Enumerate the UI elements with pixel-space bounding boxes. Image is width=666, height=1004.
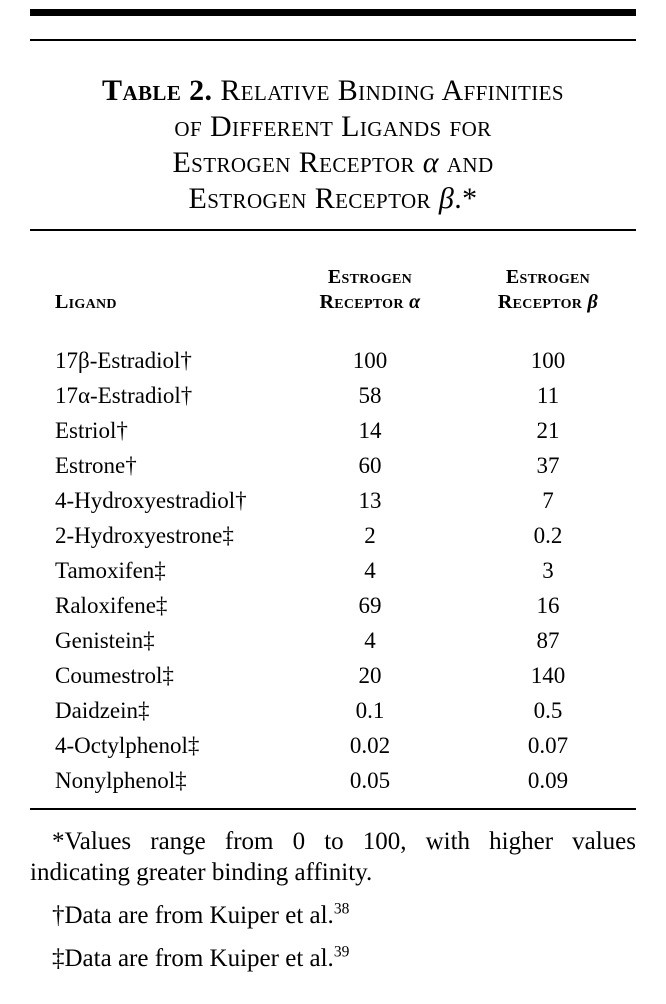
er-alpha-column-header: Estrogen Receptor α	[280, 265, 460, 315]
alpha-cell: 13	[358, 487, 382, 513]
alpha-symbol: α	[422, 146, 439, 179]
ligand-column-header: Ligand	[55, 291, 117, 313]
table-row: Daidzein‡ 0.1 0.5	[30, 693, 636, 728]
reference-39: 39	[333, 943, 350, 961]
reference-38: 38	[333, 900, 350, 918]
table-number: Table 2.	[102, 74, 213, 107]
title-text-3b: and	[446, 146, 494, 179]
beta-cell: 140	[530, 662, 566, 688]
beta-cell: 21	[536, 417, 560, 443]
footnote-double-dagger-text: ‡Data are from Kuiper et al.	[52, 945, 334, 972]
title-line-3: Estrogen Receptor α and	[30, 145, 636, 181]
er-alpha-header-word: Receptor	[319, 291, 404, 313]
table-row: 2-Hydroxyestrone‡ 2 0.2	[30, 518, 636, 553]
footnotes: *Values range from 0 to 100, with higher…	[30, 826, 636, 974]
er-alpha-header-line2: Receptor α	[280, 290, 460, 315]
table-row: 4-Hydroxyestradiol† 13 7	[30, 483, 636, 518]
footnote-dagger-text: †Data are from Kuiper et al.	[52, 902, 334, 929]
table-row: Coumestrol‡ 20 140	[30, 658, 636, 693]
er-beta-header-line2: Receptor β	[460, 290, 636, 315]
table-row: 4-Octylphenol‡ 0.02 0.07	[30, 728, 636, 763]
beta-cell: 0.5	[533, 697, 563, 723]
alpha-cell: 60	[358, 452, 382, 478]
ligand-cell: Daidzein‡	[55, 697, 150, 723]
er-beta-column-header: Estrogen Receptor β	[460, 265, 636, 315]
ligand-cell: 4-Hydroxyestradiol†	[55, 487, 247, 513]
title-footnote-marker: .*	[454, 182, 478, 215]
title-divider-rule	[30, 229, 636, 231]
body-bottom-rule	[30, 808, 636, 810]
ligand-cell: Raloxifene‡	[55, 592, 168, 618]
beta-cell: 0.07	[527, 732, 569, 758]
title-line-4: Estrogen Receptor β.*	[30, 181, 636, 217]
beta-symbol: β	[438, 182, 455, 215]
alpha-cell: 4	[364, 627, 376, 653]
ligand-cell: Nonylphenol‡	[55, 767, 187, 793]
er-beta-header-word: Receptor	[497, 291, 583, 313]
er-beta-header-line1: Estrogen	[505, 266, 591, 288]
table-title: Table 2. Relative Binding Affinities of …	[30, 73, 636, 217]
ligand-cell: 17α-Estradiol†	[55, 382, 193, 408]
beta-cell: 0.09	[527, 767, 569, 793]
alpha-cell: 100	[352, 347, 388, 373]
table-row: Raloxifene‡ 69 16	[30, 588, 636, 623]
beta-cell: 87	[536, 627, 560, 653]
beta-cell: 3	[542, 557, 554, 583]
beta-cell: 0.2	[533, 522, 563, 548]
top-thin-rule	[30, 39, 636, 41]
alpha-cell: 20	[358, 662, 382, 688]
ligand-cell: Genistein‡	[55, 627, 155, 653]
beta-cell: 100	[530, 347, 566, 373]
top-thick-rule	[30, 9, 636, 16]
alpha-cell: 58	[358, 382, 382, 408]
title-line-1: Table 2. Relative Binding Affinities	[30, 73, 636, 109]
title-text-3: Estrogen Receptor	[172, 146, 415, 179]
alpha-cell: 4	[364, 557, 376, 583]
table-row: Nonylphenol‡ 0.05 0.09	[30, 763, 636, 798]
ligand-cell: Tamoxifen‡	[55, 557, 166, 583]
table-body: 17β-Estradiol† 100 100 17α-Estradiol† 58…	[30, 343, 636, 798]
ligand-cell: 4-Octylphenol‡	[55, 732, 200, 758]
table-row: Tamoxifen‡ 4 3	[30, 553, 636, 588]
beta-cell: 37	[536, 452, 560, 478]
alpha-cell: 14	[358, 417, 382, 443]
alpha-cell: 0.05	[349, 767, 391, 793]
beta-cell: 16	[536, 592, 560, 618]
footnote-dagger: †Data are from Kuiper et al.38	[30, 900, 636, 931]
alpha-cell: 0.1	[355, 697, 385, 723]
footnote-double-dagger: ‡Data are from Kuiper et al.39	[30, 943, 636, 974]
table-row: 17β-Estradiol† 100 100	[30, 343, 636, 378]
er-alpha-header-line1: Estrogen	[327, 266, 413, 288]
table-row: Genistein‡ 4 87	[30, 623, 636, 658]
ligand-cell: Estrone†	[55, 452, 137, 478]
ligand-cell: Coumestrol‡	[55, 662, 174, 688]
title-line-2: of Different Ligands for	[174, 110, 492, 143]
beta-symbol: β	[587, 291, 599, 313]
table-row: 17α-Estradiol† 58 11	[30, 378, 636, 413]
alpha-cell: 0.02	[349, 732, 391, 758]
table-row: Estriol† 14 21	[30, 413, 636, 448]
ligand-cell: Estriol†	[55, 417, 128, 443]
beta-cell: 7	[542, 487, 554, 513]
beta-cell: 11	[536, 382, 560, 408]
footnote-star: *Values range from 0 to 100, with higher…	[30, 828, 636, 886]
ligand-cell: 2-Hydroxyestrone‡	[55, 522, 234, 548]
table-header: Ligand Estrogen Receptor α Estrogen Rece…	[30, 265, 636, 315]
ligand-cell: 17β-Estradiol†	[55, 347, 192, 373]
title-text-4: Estrogen Receptor	[188, 182, 431, 215]
alpha-cell: 2	[364, 522, 376, 548]
alpha-cell: 69	[358, 592, 382, 618]
title-text-1: Relative Binding Affinities	[220, 74, 564, 107]
alpha-symbol: α	[409, 291, 421, 313]
table-row: Estrone† 60 37	[30, 448, 636, 483]
